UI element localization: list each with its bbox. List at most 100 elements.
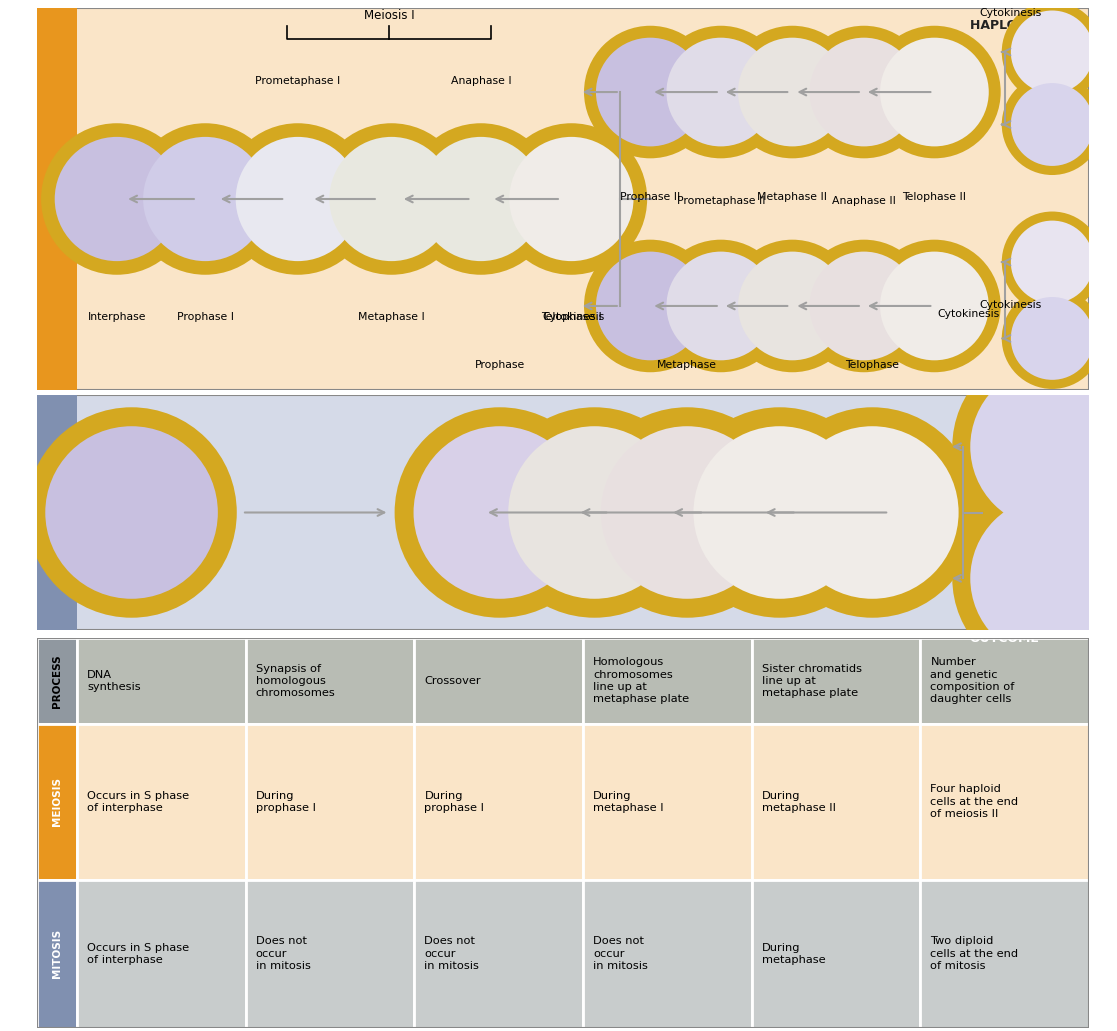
Bar <box>77 724 246 879</box>
Ellipse shape <box>41 124 192 274</box>
Bar <box>37 879 77 1028</box>
Ellipse shape <box>582 407 792 618</box>
Ellipse shape <box>667 252 775 360</box>
Text: Occurs in S phase
of interphase: Occurs in S phase of interphase <box>87 942 189 965</box>
Bar <box>752 638 920 724</box>
Text: Metaphase II: Metaphase II <box>757 192 828 201</box>
Text: Telophase I: Telophase I <box>541 311 602 322</box>
Text: Telophase II: Telophase II <box>903 192 966 201</box>
Ellipse shape <box>489 407 699 618</box>
Text: Prophase II: Prophase II <box>620 192 680 201</box>
Ellipse shape <box>726 239 859 372</box>
Bar <box>583 724 752 879</box>
Bar <box>246 724 414 879</box>
Text: Interphase: Interphase <box>87 311 146 322</box>
Ellipse shape <box>496 124 647 274</box>
Text: Two diploid
cells at the end
of mitosis: Two diploid cells at the end of mitosis <box>930 936 1019 971</box>
Text: Number
and genetic
composition of
daughter cells: Number and genetic composition of daught… <box>930 658 1015 704</box>
Bar <box>414 879 583 1028</box>
Text: Synapsis of
homologous
chromosomes: Synapsis of homologous chromosomes <box>256 664 335 698</box>
Text: Cytokinesis: Cytokinesis <box>937 308 1000 319</box>
Text: Interphase: Interphase <box>103 655 161 665</box>
Ellipse shape <box>694 426 866 599</box>
Bar <box>246 879 414 1028</box>
Ellipse shape <box>509 137 633 261</box>
Ellipse shape <box>675 407 885 618</box>
Ellipse shape <box>971 365 1117 529</box>
Ellipse shape <box>222 124 373 274</box>
Ellipse shape <box>767 407 977 618</box>
Ellipse shape <box>330 137 454 261</box>
Text: During
prophase I: During prophase I <box>424 791 485 813</box>
Text: OUTCOME: OUTCOME <box>970 632 1040 644</box>
Text: Metaphase I: Metaphase I <box>359 311 424 322</box>
Ellipse shape <box>738 38 847 146</box>
Ellipse shape <box>953 346 1117 546</box>
Ellipse shape <box>1011 221 1094 303</box>
Text: During
metaphase II: During metaphase II <box>762 791 836 813</box>
Text: DIPLOID CELLS: DIPLOID CELLS <box>975 607 1079 621</box>
Ellipse shape <box>880 252 989 360</box>
Bar <box>414 724 583 879</box>
Ellipse shape <box>130 124 281 274</box>
Text: Telophase: Telophase <box>846 360 899 370</box>
Ellipse shape <box>1002 288 1102 389</box>
Text: Prophase I: Prophase I <box>176 311 233 322</box>
Ellipse shape <box>584 26 717 159</box>
Bar <box>920 879 1089 1028</box>
Bar <box>752 724 920 879</box>
Bar <box>920 638 1089 724</box>
Ellipse shape <box>738 252 847 360</box>
Ellipse shape <box>1011 84 1094 166</box>
Text: Prophase: Prophase <box>475 360 525 370</box>
Ellipse shape <box>786 426 958 599</box>
Text: Cytokinesis: Cytokinesis <box>543 311 604 322</box>
Text: HAPLOID CELLS: HAPLOID CELLS <box>970 20 1079 32</box>
Ellipse shape <box>726 26 859 159</box>
Bar <box>37 724 77 879</box>
Text: Anaphase: Anaphase <box>753 655 806 665</box>
Text: Does not
occur
in mitosis: Does not occur in mitosis <box>424 936 479 971</box>
Ellipse shape <box>46 426 218 599</box>
Text: Homologous
chromosomes
line up at
metaphase plate: Homologous chromosomes line up at metaph… <box>593 658 689 704</box>
Text: Occurs in S phase
of interphase: Occurs in S phase of interphase <box>87 791 189 813</box>
Text: Cytokinesis: Cytokinesis <box>978 300 1041 310</box>
Text: Does not
occur
in mitosis: Does not occur in mitosis <box>593 936 648 971</box>
Bar <box>752 879 920 1028</box>
Ellipse shape <box>667 38 775 146</box>
Text: MEIOSIS: MEIOSIS <box>51 777 61 826</box>
Text: Sister chromatids
line up at
metaphase plate: Sister chromatids line up at metaphase p… <box>762 664 862 698</box>
Text: During
metaphase I: During metaphase I <box>593 791 663 813</box>
Ellipse shape <box>868 239 1001 372</box>
Ellipse shape <box>413 426 586 599</box>
Bar <box>77 638 246 724</box>
Bar <box>37 8 77 390</box>
Bar <box>583 638 752 724</box>
Text: Four haploid
cells at the end
of meiosis II: Four haploid cells at the end of meiosis… <box>930 785 1019 820</box>
Ellipse shape <box>596 38 705 146</box>
Ellipse shape <box>953 478 1117 678</box>
Ellipse shape <box>810 38 918 146</box>
Ellipse shape <box>316 124 467 274</box>
Ellipse shape <box>1011 297 1094 379</box>
Bar <box>77 879 246 1028</box>
Ellipse shape <box>798 26 930 159</box>
Text: PROCESS: PROCESS <box>51 654 61 707</box>
Ellipse shape <box>1011 10 1094 94</box>
Ellipse shape <box>1002 211 1102 312</box>
Text: Cytokinesis: Cytokinesis <box>978 7 1041 18</box>
Bar <box>414 638 583 724</box>
Ellipse shape <box>868 26 1001 159</box>
Bar <box>37 638 77 724</box>
Ellipse shape <box>394 407 605 618</box>
Ellipse shape <box>1002 74 1102 175</box>
Ellipse shape <box>236 137 360 261</box>
Ellipse shape <box>405 124 556 274</box>
Text: During
metaphase: During metaphase <box>762 942 825 965</box>
Ellipse shape <box>880 38 989 146</box>
Ellipse shape <box>584 239 717 372</box>
Text: During
prophase I: During prophase I <box>256 791 316 813</box>
Ellipse shape <box>419 137 543 261</box>
Ellipse shape <box>508 426 681 599</box>
Ellipse shape <box>55 137 179 261</box>
